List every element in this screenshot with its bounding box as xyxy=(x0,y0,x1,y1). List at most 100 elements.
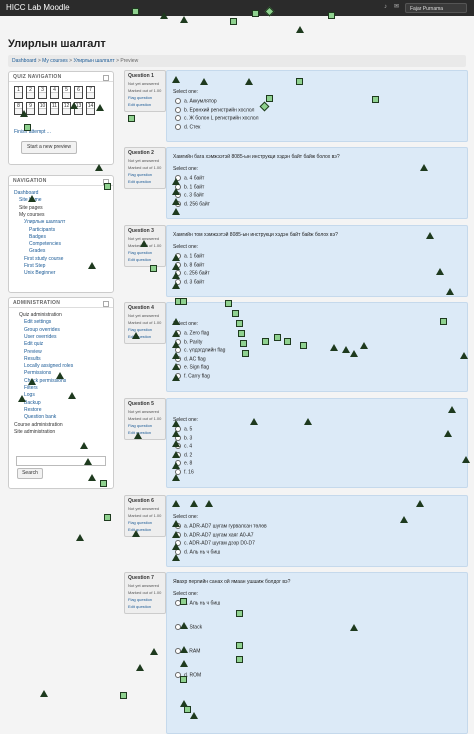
answer-option[interactable]: b. Ерөнхий регистрийн хослол xyxy=(175,106,254,113)
tree-item[interactable]: Site pages xyxy=(19,204,43,211)
tree-item[interactable]: User overrides xyxy=(24,333,57,340)
tree-item[interactable]: Permissions xyxy=(24,370,52,377)
breadcrumb-course[interactable]: Улирлын шалгалт xyxy=(73,58,115,64)
answer-option[interactable]: e. Sign flag xyxy=(175,364,209,370)
tree-item[interactable]: Unix Beginner xyxy=(24,270,56,277)
message-icon[interactable]: ✉ xyxy=(393,4,400,10)
edit-question-link[interactable]: Edit question xyxy=(128,257,152,262)
green-marker-icon xyxy=(236,610,243,617)
tree-item[interactable]: Badges xyxy=(29,233,46,240)
answer-option[interactable]: c. ADR-AD7 шугам дээр D0-D7 xyxy=(175,540,255,546)
answer-option[interactable]: a. ADR-AD7 шугам гурвалсан төлөв xyxy=(175,523,267,529)
answer-option[interactable]: c. Ж болон L регистрийн хослол xyxy=(175,115,258,121)
answer-option[interactable]: c. үлдэгдлийн flag xyxy=(175,347,225,353)
radio-button[interactable] xyxy=(175,115,181,121)
tree-item[interactable]: Backup xyxy=(24,399,41,406)
answer-option[interactable]: b. ADR-AD7 шугам хаяг A0-A7 xyxy=(175,531,254,538)
select-one-label: Select one: xyxy=(173,591,199,597)
quiz-nav-button[interactable]: 11 xyxy=(50,102,59,115)
flag-question-link[interactable]: Flag question xyxy=(128,597,153,602)
user-menu-button[interactable]: Fajar Purnama xyxy=(405,3,467,13)
edit-question-link[interactable]: Edit question xyxy=(128,604,152,609)
finish-attempt-link[interactable]: Finish attempt ... xyxy=(14,129,51,135)
green-marker-icon xyxy=(360,342,368,349)
tree-item[interactable]: Restore xyxy=(24,406,42,413)
question-info: Question 2 Not yet answered Marked out of … xyxy=(124,147,166,189)
tree-item[interactable]: Grades xyxy=(29,248,46,255)
tree-item[interactable]: Course administration xyxy=(14,421,63,428)
breadcrumb-dashboard[interactable]: Dashboard xyxy=(12,58,37,64)
answer-option[interactable]: d. ROM xyxy=(175,672,201,678)
quiz-nav-button[interactable]: 7 xyxy=(86,86,95,99)
radio-button[interactable] xyxy=(175,98,181,104)
tree-item[interactable]: Улирлын шалгалт xyxy=(24,219,66,226)
site-brand[interactable]: HICC Lab Moodle xyxy=(6,3,70,12)
admin-search-button[interactable]: Search xyxy=(17,468,43,479)
tree-item[interactable]: My courses xyxy=(19,211,45,218)
quiz-nav-button-state xyxy=(75,92,82,98)
tree-item[interactable]: First study course xyxy=(24,255,64,262)
flag-question-link[interactable]: Flag question xyxy=(128,327,153,332)
radio-button[interactable] xyxy=(175,123,181,130)
answer-option[interactable]: d. Аль нь ч биш xyxy=(175,548,220,555)
tree-item[interactable]: Edit quiz xyxy=(24,341,44,348)
tree-item[interactable]: Site administration xyxy=(14,428,56,435)
green-marker-icon xyxy=(132,8,139,15)
bell-icon[interactable]: ♪ xyxy=(384,4,387,10)
tree-item[interactable]: Check permissions xyxy=(24,377,67,384)
flag-question-link[interactable]: Flag question xyxy=(128,250,153,255)
quiz-nav-button[interactable]: 6 xyxy=(74,86,83,99)
edit-question-link[interactable]: Edit question xyxy=(128,527,152,532)
radio-button[interactable] xyxy=(175,672,181,678)
tree-item[interactable]: Competencies xyxy=(29,241,61,248)
tree-item[interactable]: First Step xyxy=(24,263,46,269)
tree-item[interactable]: Group overrides xyxy=(24,326,60,333)
tree-item[interactable]: Edit settings xyxy=(24,319,52,326)
radio-button[interactable] xyxy=(175,106,181,113)
quiz-nav-button[interactable]: 1 xyxy=(14,86,23,99)
quiz-nav-button[interactable]: 5 xyxy=(62,86,71,99)
tree-item[interactable]: Dashboard xyxy=(14,190,39,196)
tree-item[interactable]: Locally assigned roles xyxy=(24,363,74,370)
quiz-nav-button-state xyxy=(27,92,34,98)
tree-item[interactable]: Participants xyxy=(29,226,56,233)
quiz-nav-button[interactable]: 2 xyxy=(26,86,35,99)
tree-item[interactable]: Results xyxy=(24,355,41,362)
quiz-nav-button[interactable]: 8 xyxy=(14,102,23,115)
start-new-preview-button[interactable]: Start a new preview xyxy=(21,141,77,154)
answer-option[interactable]: d. Стек xyxy=(175,123,200,130)
flag-question-link[interactable]: Flag question xyxy=(128,172,153,177)
tree-item[interactable]: Quiz administration xyxy=(19,312,62,318)
block-collapse-icon[interactable] xyxy=(103,75,109,81)
edit-question-link[interactable]: Edit question xyxy=(128,102,152,107)
quiz-nav-button[interactable]: 14 xyxy=(86,102,95,115)
green-marker-icon xyxy=(262,338,269,345)
select-one-label: Select one: xyxy=(173,244,199,250)
quiz-nav-button[interactable]: 3 xyxy=(38,86,47,99)
flag-question-link[interactable]: Flag question xyxy=(128,520,153,525)
tree-item[interactable]: Question bank xyxy=(24,414,57,421)
breadcrumb-my-courses[interactable]: My courses xyxy=(42,58,68,64)
edit-question-link[interactable]: Edit question xyxy=(128,430,152,435)
quiz-nav-button[interactable]: 4 xyxy=(50,86,59,99)
answer-option[interactable]: f. Carry flag xyxy=(175,372,210,379)
green-marker-icon xyxy=(84,458,92,465)
flag-question-link[interactable]: Flag question xyxy=(128,423,153,428)
answer-option[interactable]: c. 256 байт xyxy=(175,270,210,276)
answer-option[interactable]: a. Аккумлятор xyxy=(175,98,217,104)
edit-question-link[interactable]: Edit question xyxy=(128,334,152,339)
block-collapse-icon[interactable] xyxy=(103,301,109,307)
tree-item[interactable]: Filters xyxy=(24,385,38,391)
edit-question-link[interactable]: Edit question xyxy=(128,179,152,184)
question-number: Question 3 xyxy=(125,226,165,235)
quiz-nav-button[interactable]: 9 xyxy=(26,102,35,115)
tree-item[interactable]: Preview xyxy=(24,348,42,355)
quiz-nav-button[interactable]: 10 xyxy=(38,102,47,115)
flag-question-link[interactable]: Flag question xyxy=(128,95,153,100)
admin-search-input[interactable] xyxy=(16,456,106,466)
green-marker-icon xyxy=(40,690,48,697)
answer-option[interactable]: d. 256 байт xyxy=(175,200,210,207)
question-content: Select one: a. Аккумлятор b. Ерөнхий регис… xyxy=(166,70,468,142)
answer-option[interactable]: a. Zero flag xyxy=(175,330,209,336)
tree-item[interactable]: Logs xyxy=(24,392,35,399)
